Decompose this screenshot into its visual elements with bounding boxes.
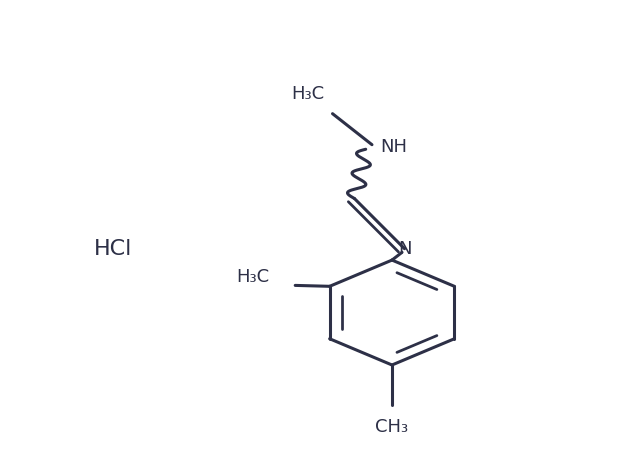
Text: H₃C: H₃C xyxy=(291,85,324,102)
Text: HCl: HCl xyxy=(94,239,132,258)
Text: CH₃: CH₃ xyxy=(376,417,408,436)
Text: NH: NH xyxy=(380,138,407,156)
Text: H₃C: H₃C xyxy=(236,268,269,286)
Text: N: N xyxy=(398,240,412,258)
